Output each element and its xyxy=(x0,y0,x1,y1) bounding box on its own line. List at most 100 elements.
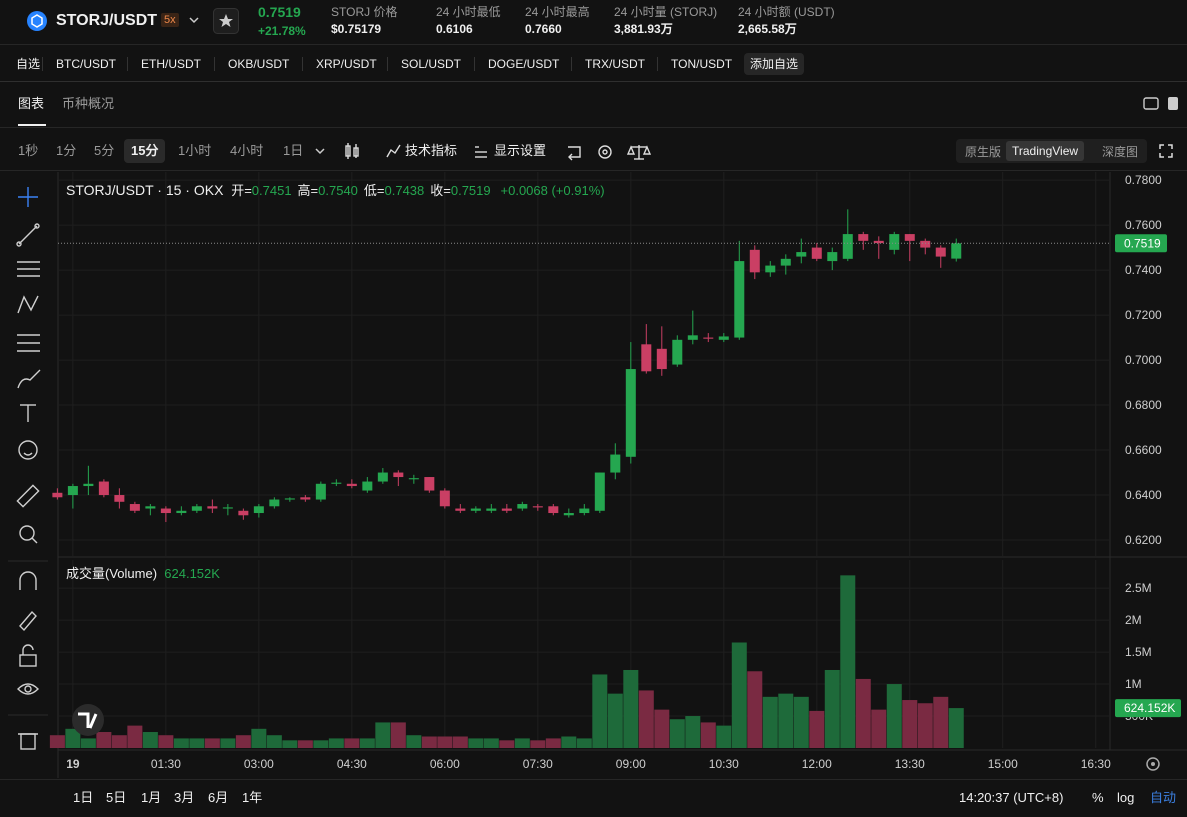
volume-bar xyxy=(700,722,716,748)
candle-body xyxy=(393,472,404,478)
divider xyxy=(0,779,1187,780)
interval-option[interactable]: 1小时 xyxy=(178,143,212,158)
ohlc-values: 开=0.7451 高=0.7540 低=0.7438 收=0.7519 xyxy=(231,182,496,198)
interval-option[interactable]: 15分 xyxy=(124,139,166,163)
watchlist-pair[interactable]: XRP/USDT xyxy=(316,57,377,71)
watchlist-pair[interactable]: TRX/USDT xyxy=(585,57,645,71)
range-option[interactable]: 1年 xyxy=(242,790,263,805)
candle-body xyxy=(98,481,109,496)
pair-name[interactable]: STORJ/USDT xyxy=(56,12,158,29)
line-tool[interactable] xyxy=(16,223,40,247)
tab-overview[interactable]: 币种概况 xyxy=(62,96,115,111)
watchlist-pair[interactable]: TON/USDT xyxy=(671,57,733,71)
interval-option[interactable]: 1秒 xyxy=(18,143,39,158)
tab-chart[interactable]: 图表 xyxy=(18,96,45,111)
delete-tool[interactable] xyxy=(18,733,38,750)
volume-bar xyxy=(747,671,763,748)
lock-tool[interactable] xyxy=(19,644,37,667)
volume-bar xyxy=(375,722,391,748)
last-price-tag xyxy=(1115,234,1167,253)
dropdown-icon[interactable] xyxy=(188,14,200,26)
candle-body xyxy=(176,510,187,514)
favorite-button[interactable] xyxy=(213,8,239,34)
candle-body xyxy=(641,344,652,372)
interval-dropdown[interactable] xyxy=(314,145,326,157)
candle-body xyxy=(920,240,931,248)
indicator-icon[interactable] xyxy=(386,144,401,158)
zoom-tool[interactable] xyxy=(19,525,38,544)
candle-type[interactable] xyxy=(345,143,359,159)
text-tool[interactable] xyxy=(20,404,36,422)
candle-body xyxy=(703,337,714,339)
range-option[interactable]: 1月 xyxy=(141,790,162,805)
range-option[interactable]: 3月 xyxy=(174,790,195,805)
x-tick-label: 10:30 xyxy=(709,757,739,771)
y-tick-label: 0.7800 xyxy=(1125,173,1162,187)
view-option[interactable]: 原生版 xyxy=(965,145,1002,159)
eye-tool[interactable] xyxy=(17,683,39,695)
candle-body xyxy=(656,348,667,370)
settings-icon[interactable] xyxy=(598,145,612,159)
scale-option[interactable]: % xyxy=(1092,790,1104,805)
watchlist-pair[interactable]: SOL/USDT xyxy=(401,57,462,71)
pattern-tool[interactable] xyxy=(17,295,39,314)
settings-icon[interactable] xyxy=(1146,757,1160,771)
brush-tool[interactable] xyxy=(17,369,41,389)
last-volume-label: 624.152K xyxy=(1124,701,1175,715)
indicators-button[interactable]: 技术指标 xyxy=(405,143,458,158)
candle-body xyxy=(625,369,636,457)
scale-option[interactable]: 自动 xyxy=(1150,790,1177,805)
watchlist-pair[interactable]: BTC/USDT xyxy=(56,57,116,71)
scale-option[interactable]: log xyxy=(1117,790,1135,805)
interval-option[interactable]: 1日 xyxy=(283,143,304,158)
x-tick-label: 09:00 xyxy=(616,757,646,771)
parallel-tool[interactable] xyxy=(17,261,40,277)
volume-bar xyxy=(65,728,81,748)
layout-icons[interactable] xyxy=(1142,96,1182,112)
view-option[interactable]: TradingView xyxy=(1006,141,1085,161)
range-option[interactable]: 1日 xyxy=(73,790,94,805)
candle-body xyxy=(222,507,233,509)
candle-body xyxy=(827,252,838,262)
interval-option[interactable]: 4小时 xyxy=(230,143,264,158)
add-watchlist[interactable]: 添加自选 xyxy=(744,53,805,75)
interval-option[interactable]: 1分 xyxy=(56,143,77,158)
volume-bar xyxy=(530,740,546,748)
clock: 14:20:37 (UTC+8) xyxy=(959,790,1064,805)
candle-body xyxy=(408,478,419,480)
candle-body xyxy=(424,477,435,491)
volume-title: 成交量(Volume) xyxy=(66,566,158,581)
fib-tool[interactable] xyxy=(17,334,40,352)
fullscreen-icon[interactable] xyxy=(1158,143,1174,159)
x-tick-label: 04:30 xyxy=(337,757,367,771)
range-option[interactable]: 6月 xyxy=(208,790,229,805)
range-option[interactable]: 5日 xyxy=(106,790,127,805)
watchlist-pair[interactable]: ETH/USDT xyxy=(141,57,201,71)
x-tick-label: 07:30 xyxy=(523,757,553,771)
balance-icon[interactable] xyxy=(626,145,652,160)
volume-legend: 成交量(Volume) 624.152K xyxy=(66,566,220,582)
ruler-tool[interactable] xyxy=(16,484,40,508)
x-tick-label: 12:00 xyxy=(802,757,832,771)
magnet-tool[interactable] xyxy=(19,571,37,590)
volume-bar xyxy=(514,738,530,748)
lock-draw-tool[interactable] xyxy=(19,610,37,632)
candle-body xyxy=(52,492,63,498)
display-settings-button[interactable]: 显示设置 xyxy=(494,143,547,158)
watchlist-pair[interactable]: DOGE/USDT xyxy=(488,57,560,71)
replay-icon[interactable] xyxy=(568,146,581,161)
candle-body xyxy=(470,508,481,511)
watchlist-pair[interactable]: OKB/USDT xyxy=(228,57,290,71)
view-option[interactable]: 深度图 xyxy=(1102,145,1139,159)
coin-logo xyxy=(27,11,47,31)
marks xyxy=(49,209,1110,748)
emoji-tool[interactable] xyxy=(18,440,38,460)
watchlist-label[interactable]: 自选 xyxy=(16,57,41,71)
y-tick-label: 0.7000 xyxy=(1125,353,1162,367)
crosshair-tool[interactable] xyxy=(18,187,38,207)
candle-body xyxy=(842,234,853,259)
interval-option[interactable]: 5分 xyxy=(94,143,115,158)
display-icon[interactable] xyxy=(475,146,487,158)
candle-body xyxy=(315,483,326,500)
stat-label: STORJ 价格 xyxy=(331,5,398,19)
